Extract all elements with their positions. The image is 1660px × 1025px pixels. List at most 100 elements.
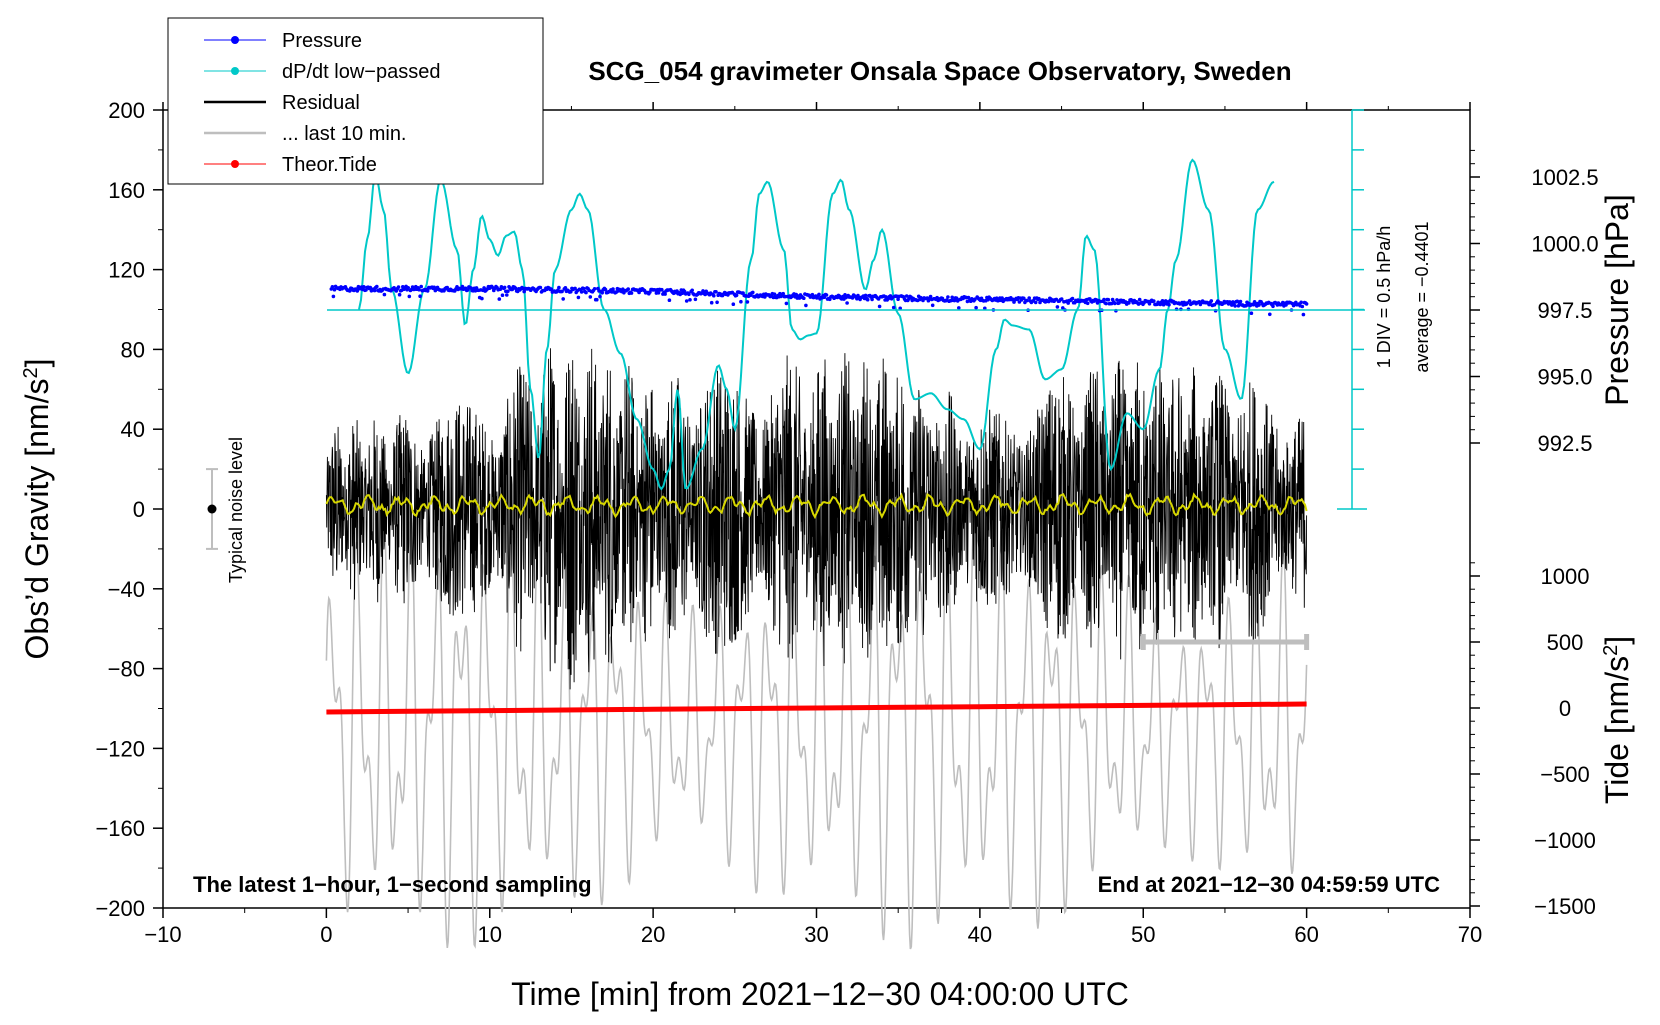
y-tick-label: −80 — [108, 657, 145, 682]
dpdt-series — [358, 158, 1275, 491]
last-10-min-bracket — [1140, 634, 1310, 650]
y-tick-label: 160 — [108, 178, 145, 203]
pressure-point — [983, 306, 987, 311]
pressure-point — [1304, 302, 1309, 306]
pressure-point — [1236, 304, 1241, 308]
pressure-point — [1209, 299, 1214, 303]
pressure-point — [870, 297, 874, 302]
pressure-point — [1115, 298, 1119, 302]
pressure-point — [355, 289, 360, 293]
pressure-point — [506, 289, 510, 294]
pressure-point — [667, 298, 672, 303]
pressure-point — [781, 291, 785, 296]
pressure-point — [563, 286, 568, 290]
pressure-point — [712, 293, 716, 298]
pressure-point — [745, 300, 750, 304]
pressure-point — [372, 288, 377, 293]
pressure-point — [598, 294, 602, 299]
pressure-point — [425, 289, 430, 293]
pressure-point — [804, 303, 808, 308]
axis-ticks: −10 0 10 20 30 40 50 60 70 200 160 120 80 40 0 −40 −80 −1… — [95, 98, 1598, 947]
pressure-point — [505, 293, 509, 297]
pressure-point — [1160, 299, 1165, 303]
pressure-point — [1167, 302, 1171, 307]
pressure-point — [687, 292, 691, 297]
pressure-point — [966, 295, 971, 300]
y-tick-label: −120 — [95, 736, 145, 761]
y-tick-label: −160 — [95, 816, 145, 841]
dpdt-scale-bar — [1337, 109, 1367, 510]
pressure-point — [660, 287, 664, 292]
pressure-point — [896, 297, 900, 302]
pressure-point — [331, 294, 336, 299]
dpdt-line — [358, 158, 1275, 491]
pressure-point — [684, 299, 689, 303]
pressure-point — [588, 295, 593, 299]
pressure-point — [347, 289, 352, 293]
pressure-point — [904, 294, 909, 298]
pressure-point — [865, 297, 870, 302]
pressure-point — [1137, 297, 1142, 302]
y-axis-tide-title-sup: 2 — [1600, 645, 1622, 656]
noise-level-label: Typical noise level — [226, 437, 246, 583]
pressure-point — [573, 286, 577, 291]
residual-line — [325, 348, 1308, 690]
pressure-point — [1106, 297, 1111, 302]
pressure-point — [407, 294, 412, 299]
pressure-point — [362, 285, 366, 289]
pressure-tick-label: 1002.5 — [1531, 165, 1598, 190]
pressure-point — [1127, 301, 1131, 305]
pressure-point — [368, 285, 373, 290]
pressure-point — [592, 287, 597, 291]
footer-left-label: The latest 1−hour, 1−second sampling — [193, 872, 592, 897]
x-axis-title: Time [min] from 2021−12−30 04:00:00 UTC — [511, 976, 1129, 1012]
y-tick-label: 80 — [121, 337, 145, 362]
legend-marker — [231, 36, 239, 44]
pressure-point — [663, 292, 667, 296]
x-tick-label: 10 — [478, 922, 502, 947]
y-tick-label: 120 — [108, 258, 145, 283]
pressure-point — [1113, 301, 1117, 306]
residual-smoothed-series — [325, 492, 1308, 520]
legend-marker — [231, 160, 239, 168]
pressure-point — [1046, 299, 1051, 304]
pressure-point — [629, 291, 634, 295]
pressure-point — [690, 288, 694, 293]
y-tick-label: 40 — [121, 417, 145, 442]
pressure-point — [1055, 305, 1060, 309]
pressure-point — [974, 305, 978, 310]
legend-label: Residual — [282, 92, 360, 114]
pressure-point — [419, 284, 424, 289]
pressure-point — [1104, 301, 1108, 306]
pressure-point — [946, 295, 950, 299]
pressure-point — [863, 293, 868, 298]
dpdt-average-label: average = −0.4401 — [1412, 221, 1432, 372]
pressure-point — [701, 289, 705, 293]
pressure-point — [950, 295, 954, 300]
pressure-point — [497, 297, 502, 301]
pressure-point — [560, 289, 564, 294]
pressure-tick-label: 1000.0 — [1531, 232, 1598, 257]
pressure-tick-label: 992.5 — [1537, 431, 1592, 456]
y-axis-left-title-main: Obs’d Gravity [nm/s — [19, 379, 55, 660]
x-tick-label: 60 — [1294, 922, 1318, 947]
pressure-point — [1238, 299, 1243, 304]
pressure-point — [330, 285, 335, 289]
y-tick-label: 200 — [108, 98, 145, 123]
pressure-point — [898, 306, 902, 311]
y-axis-left-title: Obs’d Gravity [nm/s2] — [19, 359, 55, 660]
pressure-point — [561, 297, 565, 301]
pressure-point — [734, 293, 739, 298]
pressure-point — [417, 287, 421, 292]
pressure-point — [1152, 299, 1156, 303]
tide-line — [326, 701, 1307, 715]
pressure-point — [513, 286, 518, 291]
pressure-point — [1233, 304, 1237, 308]
pressure-point — [611, 287, 615, 291]
pressure-point — [595, 297, 599, 302]
pressure-point — [802, 296, 806, 301]
pressure-point — [843, 293, 847, 297]
tide-tick-label: 500 — [1547, 630, 1584, 655]
pressure-point — [1257, 303, 1261, 307]
